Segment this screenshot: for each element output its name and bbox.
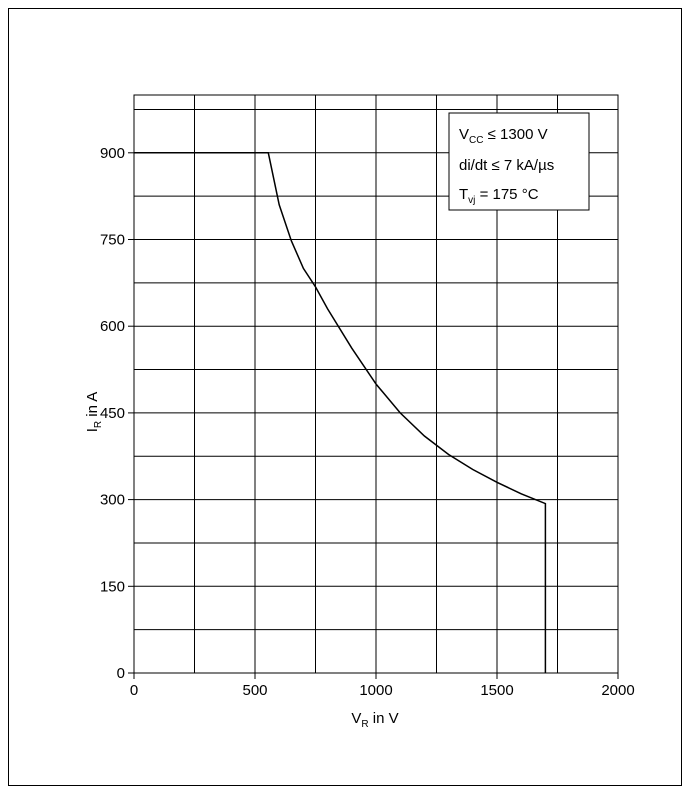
y-axis-label-main: I	[84, 428, 101, 432]
y-tick-label: 900	[100, 145, 125, 162]
annotation-line-vcc: VCC ≤ 1300 V	[459, 126, 548, 146]
y-axis-label-sub: R	[93, 421, 104, 428]
x-tick-label: 2000	[601, 682, 634, 699]
y-tick-label: 150	[100, 578, 125, 595]
y-tick-label: 750	[100, 232, 125, 249]
x-tick-label: 1500	[480, 682, 513, 699]
x-axis-label: VR in V	[351, 710, 398, 730]
x-axis-label-sub: R	[361, 719, 368, 730]
x-ticks: 0 500 1000 1500 2000	[130, 673, 635, 699]
y-tick-label: 600	[100, 318, 125, 335]
x-axis-label-rest: in V	[369, 710, 399, 727]
x-tick-label: 1000	[359, 682, 392, 699]
series-line	[134, 152, 547, 673]
x-axis-label-main: V	[351, 710, 361, 727]
y-axis-label-rest: in A	[84, 392, 101, 421]
annotation-line-didt: di/dt ≤ 7 kA/µs	[459, 157, 554, 174]
y-tick-label: 300	[100, 492, 125, 509]
annotation-line-tvj: Tvj = 175 °C	[459, 186, 539, 206]
y-tick-label: 450	[100, 405, 125, 422]
x-tick-label: 0	[130, 682, 138, 699]
y-axis-label: IR in A	[84, 392, 104, 433]
y-tick-label: 0	[117, 665, 125, 682]
annotation-box: VCC ≤ 1300 V di/dt ≤ 7 kA/µs Tvj = 175 °…	[448, 112, 590, 211]
chart-frame	[8, 8, 682, 786]
grid	[134, 95, 618, 673]
annotation-box-border	[448, 112, 590, 211]
x-tick-label: 500	[242, 682, 267, 699]
y-ticks: 0 150 300 450 600 750 900	[100, 145, 134, 682]
